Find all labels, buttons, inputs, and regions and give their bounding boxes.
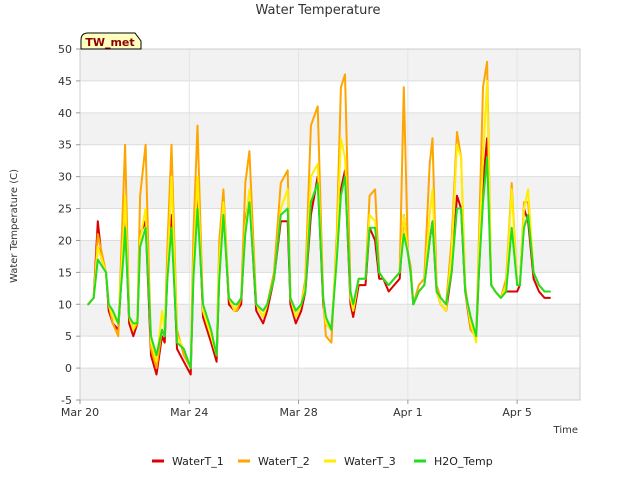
series-line-h2o-temp (87, 156, 551, 370)
y-tick-label: -5 (61, 394, 72, 407)
y-axis-ticks: -5 0 5 10 15 20 25 30 35 40 45 50 (58, 43, 80, 407)
y-tick-label: 0 (65, 362, 72, 375)
y-tick-label: 20 (58, 234, 72, 247)
x-axis-label: Time (553, 425, 578, 436)
x-axis-ticks: Mar 20 Mar 24 Mar 28 Apr 1 Apr 5 (61, 400, 532, 419)
x-tick-label: Mar 28 (279, 406, 317, 419)
x-tick-label: Apr 5 (502, 406, 532, 419)
y-tick-label: 10 (58, 298, 72, 311)
band-shade (80, 304, 580, 337)
legend-label-watert-3: WaterT_3 (344, 455, 396, 468)
legend: WaterT_1 WaterT_2 WaterT_3 H2O_Temp (152, 455, 493, 468)
band-shade (80, 49, 580, 81)
y-tick-label: 40 (58, 107, 72, 120)
y-tick-label: 25 (58, 203, 72, 216)
band-shade (80, 112, 580, 145)
legend-label-h2o-temp: H2O_Temp (434, 455, 493, 468)
y-tick-label: 5 (65, 330, 72, 343)
y-tick-label: 30 (58, 171, 72, 184)
y-tick-label: 50 (58, 43, 72, 56)
station-tag-box (80, 32, 142, 50)
x-tick-label: Mar 24 (170, 406, 208, 419)
plot-frame (79, 48, 581, 401)
band-shade (80, 240, 580, 273)
station-tag: TW_met (80, 32, 142, 50)
plot-background (80, 49, 580, 400)
y-tick-label: 35 (58, 139, 72, 152)
legend-label-watert-1: WaterT_1 (172, 455, 224, 468)
band-shade (80, 368, 580, 400)
y-tick-label: 15 (58, 266, 72, 279)
y-axis-label: Water Temperature (C) (9, 169, 20, 283)
x-tick-label: Mar 20 (61, 406, 99, 419)
x-tick-label: Apr 1 (393, 406, 423, 419)
series-layer (87, 60, 551, 376)
station-tag-label: TW_met (85, 36, 134, 49)
legend-label-watert-2: WaterT_2 (258, 455, 310, 468)
y-tick-label: 45 (58, 75, 72, 88)
band-shade (80, 176, 580, 209)
chart-title: Water Temperature (256, 3, 381, 18)
